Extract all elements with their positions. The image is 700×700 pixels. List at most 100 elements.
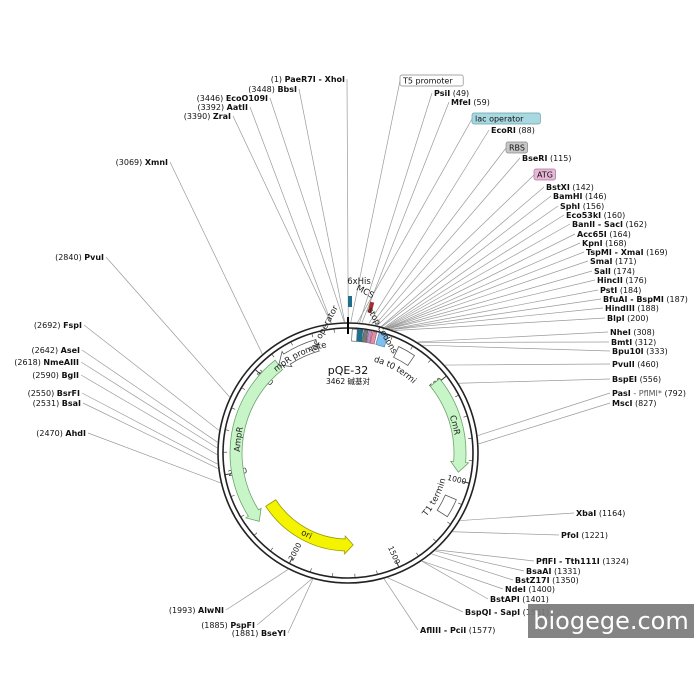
site-label-sphi: SphI (156) [560, 202, 604, 211]
site-name: BanII - SacI [572, 220, 623, 229]
site-label-ecoo109i: (3446) EcoO109I [197, 94, 268, 103]
feature-ori [265, 499, 354, 555]
site-label-blpi: BlpI (200) [607, 314, 649, 323]
box-label-t5-promoter: T5 promoter [402, 77, 453, 86]
leader-line-bamhi [382, 195, 552, 327]
tick-label-1000: 1000 [446, 473, 467, 486]
leader-line-bsaai [434, 550, 525, 572]
feature-cmr [429, 378, 470, 473]
tick-1900 [309, 568, 312, 573]
site-position: (88) [516, 126, 535, 135]
tick-2100 [270, 547, 274, 552]
site-name: HincII [597, 276, 623, 285]
site-position: (1881) [232, 629, 261, 638]
site-name: BseRI [522, 154, 547, 163]
tick-500 [440, 375, 447, 381]
site-label-fspi: (2692) FspI [34, 321, 82, 330]
site-position: (333) [644, 347, 668, 356]
tick-700 [463, 415, 468, 418]
watermark-logo: biogege.com [528, 604, 694, 638]
site-position: (312) [632, 338, 656, 347]
leader-line-eco53ki [385, 214, 565, 328]
site-label-mfei: MfeI (59) [451, 98, 490, 107]
leader-line-pfoi [452, 531, 560, 536]
leader-line-lac-operator-box [357, 118, 473, 323]
site-position: (1400) [526, 585, 555, 594]
site-position: (188) [635, 304, 659, 313]
leader-line-msci [478, 402, 611, 445]
site-label-pvui: (2840) PvuI [55, 253, 104, 262]
leader-line-ecori [368, 129, 490, 324]
site-name: AflIII - PciI [420, 626, 466, 635]
leader-line-bfuai-bspmi [391, 298, 602, 330]
tick-2500 [224, 473, 232, 476]
feature-label-ori: ori [299, 528, 313, 542]
site-position: (1885) [201, 621, 230, 630]
site-position: (556) [637, 375, 661, 384]
site-name: Eco53kI [566, 211, 601, 220]
site-label-hindiii: HindIII (188) [605, 304, 659, 313]
site-name: AlwNI [198, 606, 224, 615]
site-name: BspQI - SapI [465, 608, 520, 617]
site-name: AseI [61, 346, 80, 355]
leader-line-nhei [417, 331, 609, 343]
feature-lambda-t0-terminator [393, 345, 416, 367]
site-label-bstz17i: BstZ17I (1350) [515, 576, 579, 585]
site-label-psti: PstI (184) [600, 286, 641, 295]
site-label-acc65i: Acc65I (164) [577, 230, 631, 239]
leader-line-pvui [105, 256, 230, 398]
leader-line-banii-saci [385, 223, 571, 328]
lac-operator-mark [348, 296, 352, 307]
boxed-labels: T5 promoter lac operator RBS ATG [399, 74, 556, 181]
tick-1600 [376, 570, 378, 575]
tick-400 [428, 359, 432, 363]
site-position: (168) [603, 239, 627, 248]
leader-line-atg-box [377, 174, 535, 326]
site-position: (1221) [579, 531, 608, 540]
small-feature-mark [366, 330, 373, 344]
site-label-bsai: (2531) BsaI [33, 399, 81, 408]
leader-line-bbsi [298, 88, 346, 323]
site-position: (169) [644, 248, 668, 257]
tick-label-1500: 1500 [386, 545, 402, 566]
leader-line-hindiii [391, 307, 604, 330]
site-name: PflFI - Tth111I [536, 557, 600, 566]
tick-2000 [288, 556, 294, 564]
site-position: (160) [601, 211, 625, 220]
site-name: BseYI [261, 629, 286, 638]
plasmid-size: 3462 碱基对 [326, 376, 370, 386]
feature-label-text: AmpR [232, 426, 245, 452]
site-label-bbsi: (3448) BbsI [248, 85, 297, 94]
site-position: (3448) [248, 85, 277, 94]
site-name: BstZ17I [515, 576, 550, 585]
leader-line-pspfi [256, 578, 313, 626]
site-position: (1324) [600, 557, 629, 566]
site-label-banii-saci: BanII - SacI (162) [572, 220, 647, 229]
tick-1200 [447, 521, 451, 525]
box-label-lac-operator: lac operator [475, 115, 524, 124]
leader-line-pvuii [445, 363, 611, 366]
site-label-smai: SmaI (171) [590, 257, 637, 266]
site-position: (156) [580, 202, 604, 211]
site-position: (176) [623, 276, 647, 285]
tick-3000 [254, 369, 261, 375]
site-name: PvuI [84, 253, 104, 262]
site-position: (162) [623, 220, 647, 229]
tick-1100 [458, 502, 462, 505]
site-name: SphI [560, 202, 580, 211]
site-label-bfuai-bspmi: BfuAI - BspMI (187) [603, 295, 688, 304]
site-label-pasi: PasI - PflMI* (792) [612, 389, 686, 398]
small-feature-mark [356, 329, 364, 343]
site-name: Bpu10I [612, 347, 644, 356]
site-position: (1401) [520, 595, 549, 604]
site-position: (2470) [36, 429, 65, 438]
site-label-bpu10i: Bpu10I (333) [612, 347, 668, 356]
site-position: (2692) [34, 321, 63, 330]
site-label-bspei: BspEI (556) [612, 375, 661, 384]
tick-1300 [433, 538, 437, 542]
leader-line-bgli [80, 374, 218, 455]
site-position: (200) [625, 314, 649, 323]
tick-1400 [416, 552, 419, 557]
leader-line-blpi [394, 317, 606, 331]
